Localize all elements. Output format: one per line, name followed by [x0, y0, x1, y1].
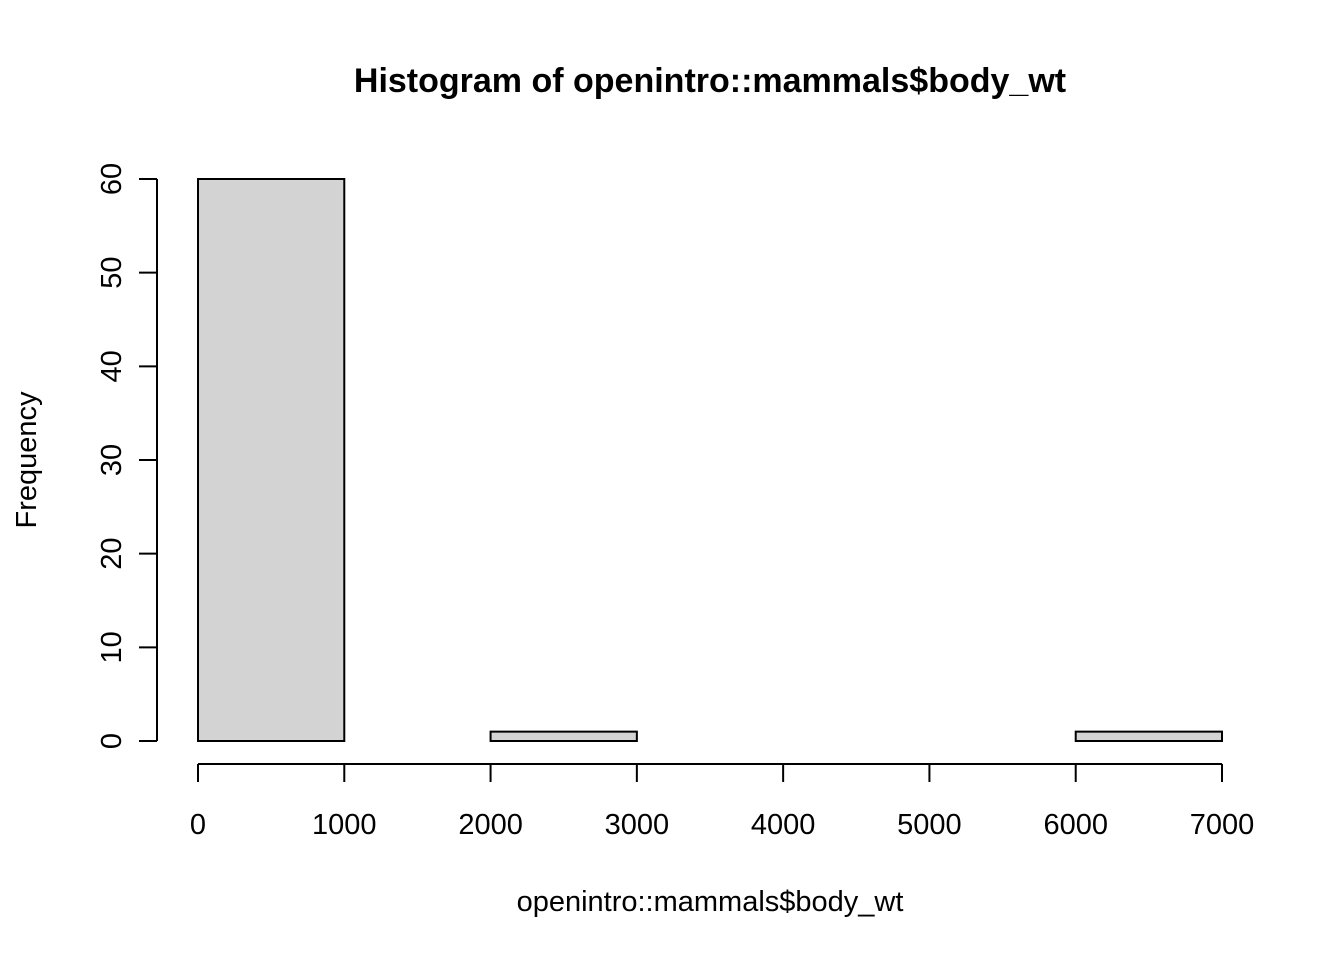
x-axis: 0 1000 2000 3000 4000 5000 6000 7000 — [190, 763, 1255, 841]
x-axis-label: openintro::mammals$body_wt — [517, 886, 904, 918]
histogram-bar — [1074, 730, 1223, 743]
y-tick-label: 30 — [96, 444, 128, 476]
y-tick-label: 20 — [96, 538, 128, 570]
x-tick-label: 3000 — [605, 809, 670, 841]
x-tick-label: 7000 — [1190, 809, 1255, 841]
y-tick-label: 0 — [96, 733, 128, 749]
x-tick-label: 1000 — [312, 809, 377, 841]
histogram-bar — [489, 730, 638, 743]
y-tick-label: 50 — [96, 257, 128, 289]
y-tick-label: 60 — [96, 163, 128, 195]
y-tick-label: 40 — [96, 350, 128, 382]
x-tick-label: 2000 — [458, 809, 523, 841]
histogram-bars — [197, 178, 1223, 743]
y-axis-label: Frequency — [11, 391, 43, 529]
y-tick-label: 10 — [96, 631, 128, 663]
x-tick-label: 5000 — [897, 809, 962, 841]
y-axis: 0 10 20 30 40 50 60 — [96, 163, 158, 749]
x-tick-label: 4000 — [751, 809, 816, 841]
x-tick-label: 6000 — [1043, 809, 1108, 841]
histogram-bar — [197, 178, 346, 742]
chart-title: Histogram of openintro::mammals$body_wt — [354, 62, 1066, 100]
x-tick-label: 0 — [190, 809, 206, 841]
